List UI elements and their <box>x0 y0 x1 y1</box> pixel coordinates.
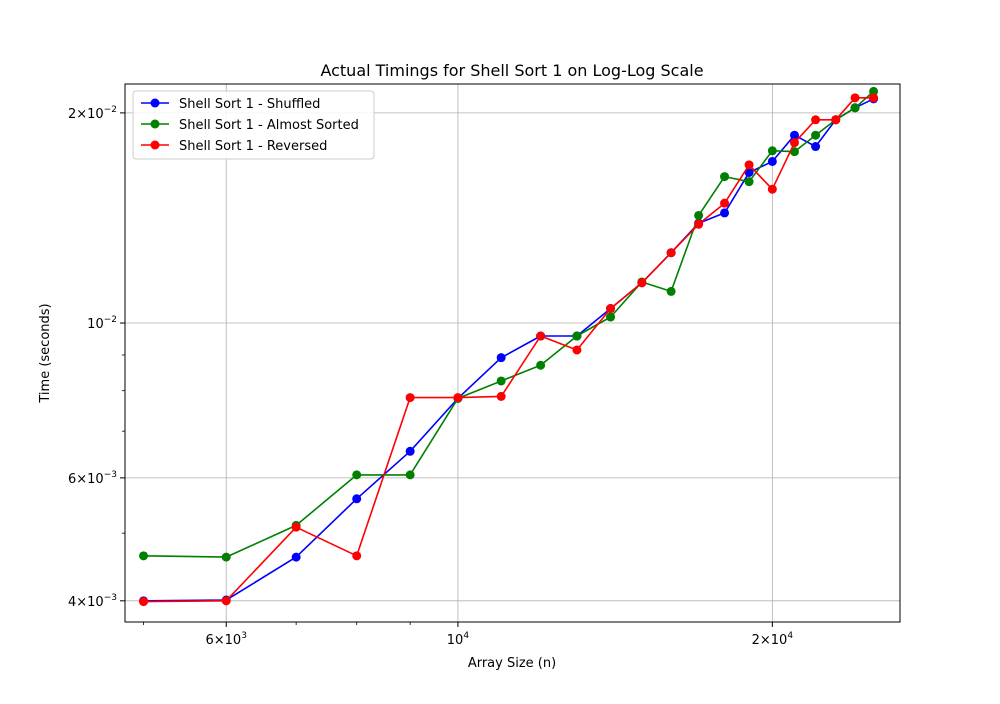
y-tick-label: 2×10−2 <box>68 105 117 122</box>
data-point <box>850 103 860 113</box>
chart-title: Actual Timings for Shell Sort 1 on Log-L… <box>320 61 703 80</box>
data-point <box>789 138 799 148</box>
data-point <box>666 286 676 296</box>
data-point <box>405 393 415 403</box>
legend-swatch-marker <box>150 119 160 129</box>
data-point <box>767 156 777 166</box>
data-point <box>720 198 730 208</box>
data-point <box>291 552 301 562</box>
data-point <box>352 470 362 480</box>
data-point <box>352 551 362 561</box>
data-point <box>221 552 231 562</box>
data-point <box>606 304 616 314</box>
legend-label: Shell Sort 1 - Almost Sorted <box>179 118 359 133</box>
data-point <box>720 172 730 182</box>
y-tick-label: 10−2 <box>87 315 117 332</box>
legend-swatch-marker <box>150 140 160 150</box>
legend-label: Shell Sort 1 - Reversed <box>179 139 327 154</box>
data-point <box>694 210 704 220</box>
data-point <box>221 596 231 606</box>
y-tick-label: 6×10−3 <box>68 470 117 487</box>
data-point <box>811 142 821 152</box>
data-point <box>767 184 777 194</box>
data-point <box>496 391 506 401</box>
data-point <box>811 115 821 125</box>
data-point <box>139 597 149 607</box>
legend-swatch-marker <box>150 98 160 108</box>
x-tick-label: 104 <box>447 631 470 648</box>
data-point <box>352 494 362 504</box>
data-point <box>496 353 506 363</box>
data-point <box>744 177 754 187</box>
data-point <box>720 208 730 218</box>
y-tick-label: 4×10−3 <box>68 593 117 610</box>
legend-label: Shell Sort 1 - Shuffled <box>179 97 320 112</box>
data-point <box>405 470 415 480</box>
legend: Shell Sort 1 - Shuffled Shell Sort 1 - Al… <box>132 90 375 160</box>
legend-item: Shell Sort 1 - Reversed <box>141 139 327 154</box>
data-point <box>496 376 506 386</box>
x-axis-label: Array Size (n) <box>468 656 556 671</box>
data-point <box>850 93 860 103</box>
data-point <box>666 248 676 258</box>
axes: 6×103 104 2×104 4×10−3 6×10−3 10−2 2×10−2 <box>68 105 793 648</box>
data-point <box>139 551 149 561</box>
legend-item: Shell Sort 1 - Shuffled <box>141 97 320 112</box>
data-point <box>572 331 582 341</box>
data-point <box>405 446 415 456</box>
x-tick-label: 6×103 <box>205 631 246 648</box>
data-point <box>694 219 704 229</box>
data-point <box>291 522 301 532</box>
data-point <box>572 345 582 355</box>
data-point <box>637 278 647 288</box>
data-point <box>606 312 616 322</box>
data-point <box>869 93 879 103</box>
data-point <box>453 393 463 403</box>
grid-lines <box>125 84 900 622</box>
data-point <box>789 147 799 157</box>
data-point <box>536 331 546 341</box>
legend-item: Shell Sort 1 - Almost Sorted <box>141 118 359 133</box>
data-point <box>744 160 754 170</box>
series-3 <box>139 93 879 607</box>
data-point <box>767 146 777 156</box>
series-layer <box>139 86 879 607</box>
data-point <box>536 360 546 370</box>
legend-box <box>132 90 375 160</box>
data-point <box>789 130 799 140</box>
x-tick-label: 2×104 <box>752 631 794 648</box>
data-point <box>744 168 754 178</box>
data-point <box>831 115 841 125</box>
data-point <box>811 130 821 140</box>
y-axis-label: Time (seconds) <box>38 303 53 403</box>
data-point <box>869 86 879 96</box>
plot-area-frame <box>124 83 901 623</box>
